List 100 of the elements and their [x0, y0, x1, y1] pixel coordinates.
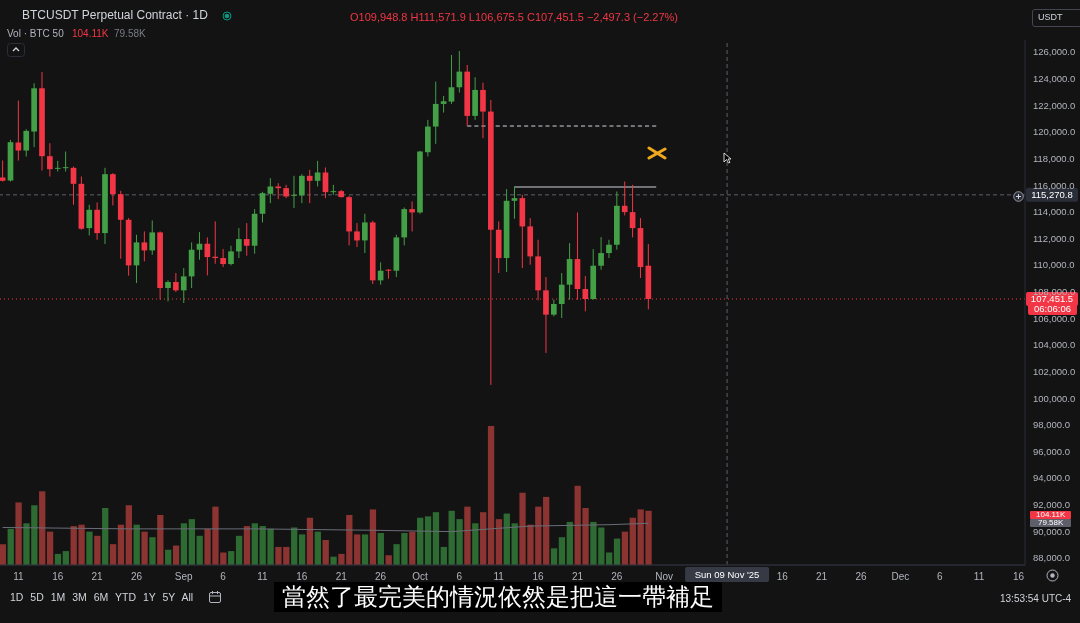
- x-tick-label: 26: [130, 571, 143, 583]
- x-tick-label: 16: [776, 571, 789, 583]
- bar: [495, 519, 503, 565]
- candlestick: [165, 279, 171, 302]
- text: 104.11K: [72, 27, 109, 40]
- ref-line-label: Sun 09 Nov '25: [694, 569, 760, 580]
- bar: [196, 535, 203, 565]
- candlestick: [94, 201, 100, 241]
- x-tick-label: 11: [13, 571, 24, 583]
- bar: [464, 506, 471, 565]
- bar: [566, 521, 573, 565]
- y-tick-label: 102,000.0: [1033, 365, 1076, 377]
- bar: [94, 535, 101, 565]
- ref-line-label: 115,270.8: [1031, 189, 1073, 201]
- candlestick: [448, 54, 455, 105]
- candlestick: [259, 191, 266, 223]
- y-tick-label: 96,000.0: [1033, 445, 1070, 457]
- candlestick: [180, 267, 187, 304]
- bar: [558, 537, 566, 565]
- bar: [102, 508, 109, 565]
- bar: [424, 516, 432, 565]
- bar: [503, 513, 510, 565]
- bar: [330, 556, 337, 565]
- candlestick: [267, 177, 274, 204]
- text: O109,948.8 H111,571.9 L106,675.5 C107,451.5 −2,497.3 (−2.27%): [350, 10, 679, 25]
- candlestick: [314, 160, 321, 187]
- x-tick-label: 16: [52, 571, 64, 583]
- x-tick-label: 21: [571, 571, 584, 583]
- bar: [298, 534, 306, 565]
- bar: [369, 509, 377, 565]
- text: 06:06:06: [1028, 303, 1077, 316]
- candlestick: [291, 175, 297, 209]
- y-tick-label: 110,000.0: [1033, 259, 1075, 271]
- candlestick: [511, 185, 518, 220]
- bar: [487, 426, 495, 565]
- bar: [109, 544, 117, 565]
- y-tick-label: 126,000.0: [1033, 46, 1076, 58]
- candlestick: [228, 245, 234, 266]
- bar: [149, 537, 156, 565]
- candlestick: [23, 128, 30, 158]
- bar: [432, 512, 440, 565]
- bar: [543, 496, 550, 565]
- x-tick-label: Oct: [412, 571, 428, 583]
- x-tick-label: 11: [973, 571, 985, 583]
- x-tick-label: 16: [296, 571, 308, 583]
- candlestick: [598, 236, 604, 271]
- candlestick: [480, 82, 486, 139]
- bar: [117, 524, 125, 565]
- candlestick: [362, 213, 368, 254]
- x-tick-label: 16: [1012, 571, 1025, 583]
- x-tick-label: 26: [855, 571, 867, 583]
- y-tick-label: 98,000.0: [1033, 419, 1070, 431]
- text: 104.11K: [1030, 510, 1072, 519]
- bar: [86, 531, 93, 565]
- x-tick-label: 11: [493, 571, 505, 583]
- bar: [15, 502, 22, 565]
- x-tick-label: 21: [91, 571, 104, 583]
- candlestick: [354, 222, 360, 248]
- text: Vol · BTC 50: [7, 27, 64, 40]
- y-tick-label: 118,000.0: [1033, 152, 1075, 164]
- bar: [0, 544, 6, 565]
- x-tick-label: Nov: [655, 571, 673, 583]
- y-tick-label: 90,000.0: [1033, 525, 1070, 537]
- candlestick: [409, 200, 415, 232]
- bar: [314, 531, 321, 565]
- bar: [409, 531, 416, 565]
- x-tick-label: 26: [375, 571, 387, 583]
- text: 1D 5D 1M 3M 6M YTD 1Y 5Y All: [10, 591, 194, 605]
- candlestick: [173, 272, 179, 293]
- bar: [511, 523, 518, 565]
- bar: [621, 531, 629, 565]
- bar: [361, 534, 369, 565]
- candlestick: [149, 219, 156, 256]
- bar: [550, 548, 558, 565]
- y-tick-label: 122,000.0: [1033, 99, 1076, 111]
- y-tick-label: 120,000.0: [1033, 126, 1076, 138]
- text: USDT: [1032, 9, 1080, 27]
- y-tick-label: 94,000.0: [1033, 472, 1070, 484]
- candlestick: [299, 173, 305, 204]
- candlestick: [47, 142, 53, 177]
- bar: [613, 538, 621, 565]
- y-tick-label: 104,000.0: [1033, 339, 1076, 351]
- text: 當然了最完美的情況依然是把這一帶補足: [274, 582, 722, 612]
- bar: [377, 533, 384, 565]
- x-tick-label: 6: [456, 571, 463, 583]
- candlestick: [306, 169, 313, 204]
- bar: [7, 528, 14, 565]
- x-tick-label: 6: [220, 571, 227, 583]
- bar: [46, 531, 54, 565]
- chart-title: BTCUSDT Perpetual Contract · 1D: [22, 8, 208, 22]
- y-tick-label: 92,000.0: [1033, 499, 1070, 511]
- bar: [354, 534, 361, 565]
- x-tick-label: Dec: [891, 571, 910, 583]
- y-tick-label: 112,000.0: [1033, 232, 1075, 244]
- y-tick-label: 100,000.0: [1033, 392, 1076, 404]
- candlestick: [322, 167, 329, 199]
- candlestick: [110, 172, 116, 206]
- text: 79.58K: [114, 27, 146, 40]
- x-tick-label: 6: [936, 571, 943, 583]
- text: 13:53:54 UTC-4: [1000, 592, 1072, 605]
